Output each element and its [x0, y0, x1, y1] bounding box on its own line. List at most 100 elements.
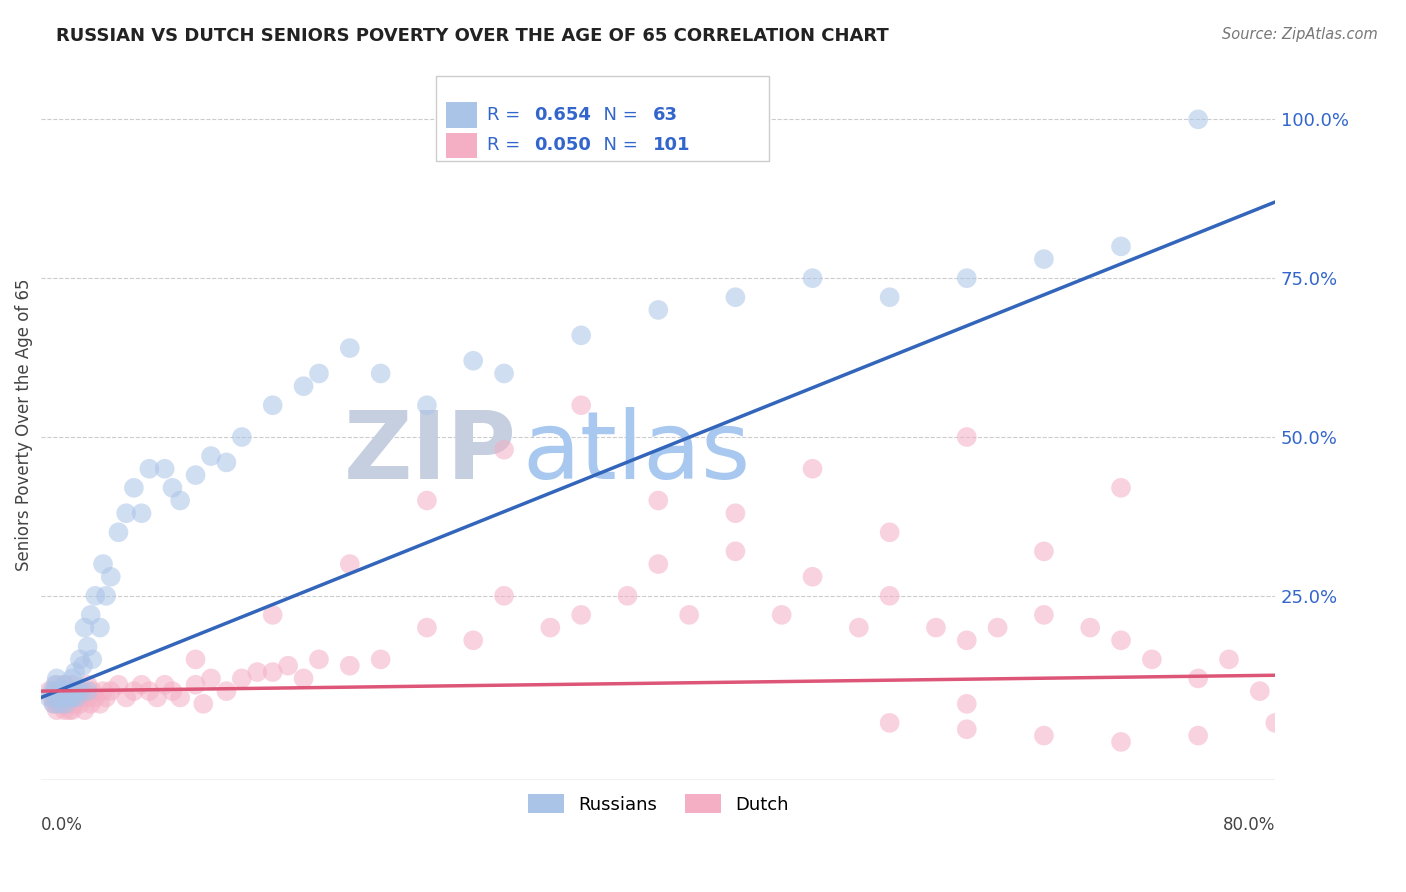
Point: [53, 678, 76, 692]
Point: [370, 652, 392, 666]
Point: [200, 449, 222, 463]
FancyBboxPatch shape: [436, 76, 769, 161]
Point: [53, 690, 76, 705]
Point: [262, 398, 284, 412]
Point: [193, 697, 215, 711]
Point: [38, 690, 60, 705]
Point: [678, 607, 700, 622]
Point: [52, 684, 75, 698]
Point: [1249, 684, 1271, 698]
Point: [262, 665, 284, 679]
Point: [292, 379, 315, 393]
Point: [76, 678, 98, 692]
Point: [53, 678, 76, 692]
Point: [41, 690, 63, 705]
Text: 0.050: 0.050: [534, 136, 591, 154]
Point: [66, 690, 89, 705]
Point: [107, 525, 129, 540]
Point: [73, 703, 96, 717]
Point: [879, 715, 901, 730]
Text: 101: 101: [654, 136, 690, 154]
Point: [956, 271, 979, 285]
Point: [115, 690, 138, 705]
Point: [55, 697, 77, 711]
Point: [107, 678, 129, 692]
Point: [1109, 735, 1132, 749]
Point: [51, 690, 73, 705]
Point: [308, 367, 330, 381]
Text: atlas: atlas: [523, 407, 751, 499]
Point: [65, 690, 87, 705]
Point: [770, 607, 793, 622]
Point: [89, 621, 111, 635]
Point: [56, 684, 79, 698]
Point: [184, 468, 207, 483]
Point: [153, 678, 176, 692]
Point: [169, 493, 191, 508]
Point: [41, 684, 63, 698]
Point: [956, 430, 979, 444]
FancyBboxPatch shape: [446, 133, 477, 158]
Point: [58, 703, 80, 717]
Point: [65, 665, 87, 679]
Point: [76, 690, 98, 705]
Point: [277, 658, 299, 673]
Point: [647, 493, 669, 508]
Point: [339, 341, 361, 355]
Point: [724, 544, 747, 558]
Point: [292, 672, 315, 686]
Point: [45, 672, 67, 686]
Point: [215, 455, 238, 469]
Point: [801, 462, 824, 476]
Point: [956, 723, 979, 737]
Point: [1140, 652, 1163, 666]
Point: [153, 462, 176, 476]
Point: [51, 697, 73, 711]
Point: [60, 672, 83, 686]
Point: [1032, 607, 1054, 622]
Point: [801, 570, 824, 584]
Point: [42, 697, 65, 711]
Point: [138, 462, 160, 476]
Point: [53, 690, 76, 705]
Point: [339, 557, 361, 571]
Point: [569, 398, 592, 412]
Point: [91, 684, 114, 698]
Point: [987, 621, 1010, 635]
Text: RUSSIAN VS DUTCH SENIORS POVERTY OVER THE AGE OF 65 CORRELATION CHART: RUSSIAN VS DUTCH SENIORS POVERTY OVER TH…: [56, 27, 889, 45]
Point: [45, 678, 67, 692]
Point: [956, 697, 979, 711]
Point: [569, 607, 592, 622]
Point: [66, 684, 89, 698]
Point: [169, 690, 191, 705]
Point: [76, 684, 98, 698]
Point: [100, 570, 122, 584]
Point: [538, 621, 561, 635]
Point: [416, 398, 439, 412]
Text: 80.0%: 80.0%: [1223, 815, 1275, 834]
Text: ZIP: ZIP: [343, 407, 516, 499]
Text: N =: N =: [592, 136, 643, 154]
Point: [115, 506, 138, 520]
Text: 0.0%: 0.0%: [41, 815, 83, 834]
Point: [494, 589, 516, 603]
Point: [184, 652, 207, 666]
Point: [60, 690, 83, 705]
Point: [246, 665, 269, 679]
Point: [38, 684, 60, 698]
Point: [1187, 729, 1209, 743]
Point: [80, 607, 103, 622]
Point: [231, 430, 253, 444]
Point: [89, 697, 111, 711]
Point: [184, 678, 207, 692]
Text: R =: R =: [486, 136, 526, 154]
Point: [1109, 633, 1132, 648]
Point: [69, 684, 91, 698]
Point: [569, 328, 592, 343]
Point: [215, 684, 238, 698]
Point: [956, 633, 979, 648]
Point: [60, 703, 83, 717]
Point: [370, 367, 392, 381]
Point: [53, 703, 76, 717]
Point: [494, 442, 516, 457]
